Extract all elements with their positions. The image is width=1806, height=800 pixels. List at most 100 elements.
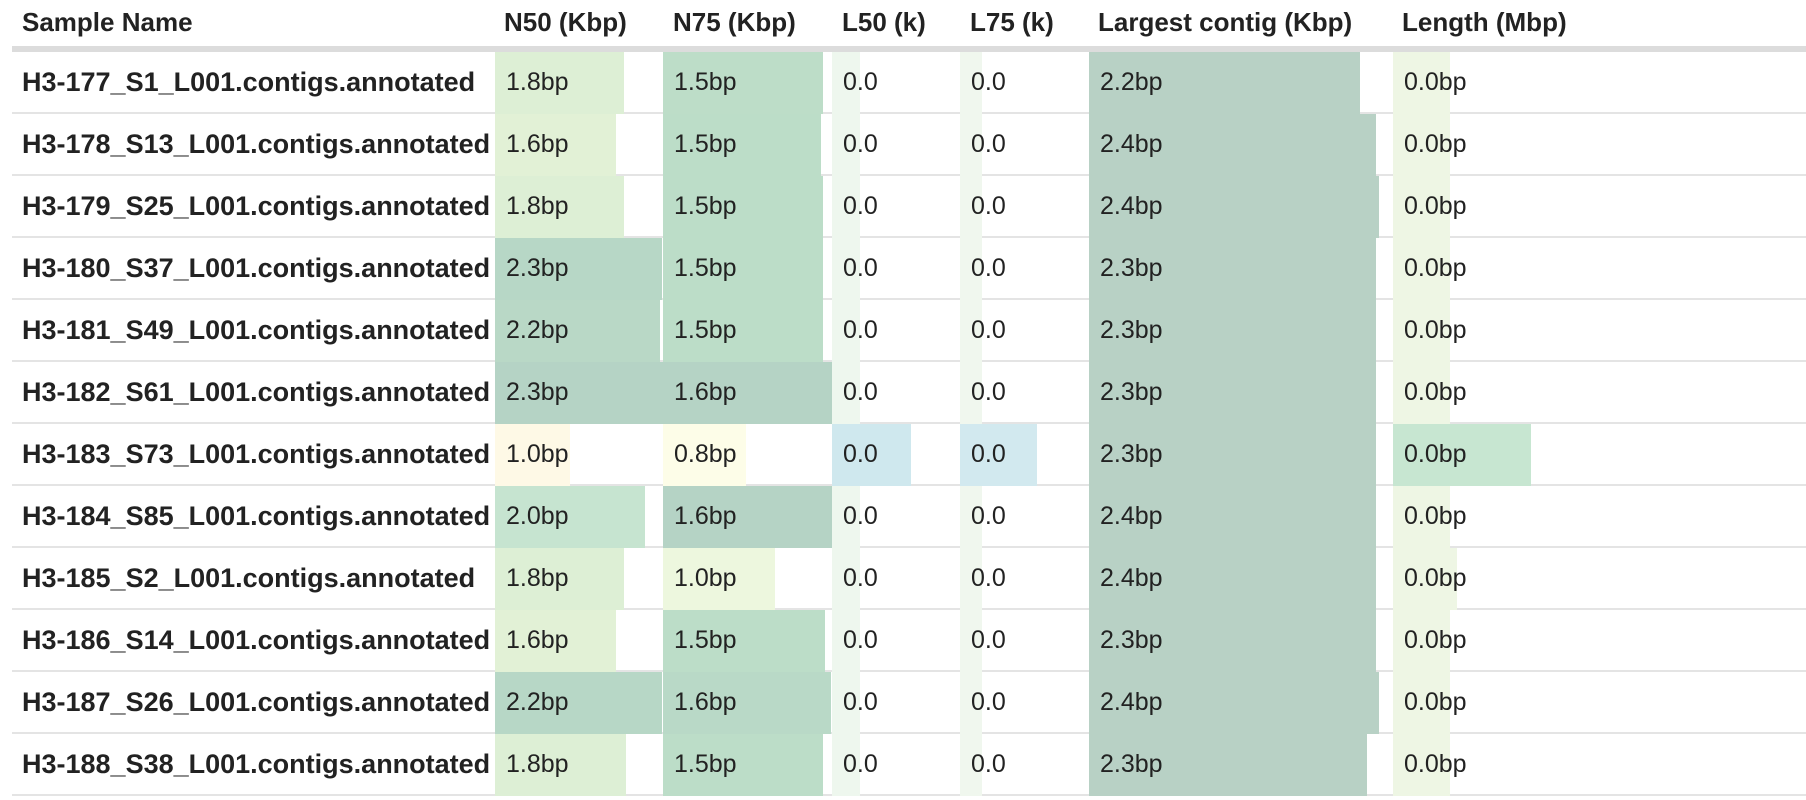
l75-value: 0.0 [971,378,1006,406]
n50-value-bar [495,672,662,734]
table-row: H3-186_S14_L001.contigs.annotated 1.6bp 1.… [12,610,1806,672]
l50-value-bar [832,486,860,548]
length-cell: 0.0bp [1393,176,1561,238]
n50-value: 1.8bp [506,750,569,778]
n75-value: 1.5bp [674,254,737,282]
header-n50[interactable]: N50 (Kbp) [504,7,627,37]
header-sample-name[interactable]: Sample Name [22,7,193,37]
largest-value-bar [1089,176,1379,238]
table-body: H3-177_S1_L001.contigs.annotated 1.8bp 1.5… [12,52,1806,796]
n50-cell: 1.6bp [495,114,665,176]
largest-value: 2.3bp [1100,316,1163,344]
n50-cell: 2.2bp [495,300,665,362]
sample-name-cell: H3-179_S25_L001.contigs.annotated [22,191,491,221]
l75-cell: 0.0 [960,300,1090,362]
l75-value: 0.0 [971,192,1006,220]
n75-value-bar [663,300,823,362]
n50-value: 2.3bp [506,378,569,406]
l75-value-bar [960,486,982,548]
l75-cell: 0.0 [960,362,1090,424]
length-value: 0.0bp [1404,750,1467,778]
l75-cell: 0.0 [960,672,1090,734]
n50-value-bar [495,734,626,796]
n50-value-bar [495,114,616,176]
table-header: Sample Name N50 (Kbp) N75 (Kbp) L50 (k) … [12,0,1806,52]
l75-cell: 0.0 [960,486,1090,548]
n75-cell: 1.6bp [663,486,833,548]
length-value: 0.0bp [1404,378,1467,406]
length-value-bar [1393,52,1450,114]
l75-value-bar [960,114,982,176]
l50-value-bar [832,238,860,300]
sample-name-cell: H3-185_S2_L001.contigs.annotated [22,563,476,593]
l75-cell: 0.0 [960,734,1090,796]
header-length[interactable]: Length (Mbp) [1402,7,1567,37]
n50-value-bar [495,424,570,486]
l75-value: 0.0 [971,502,1006,530]
largest-value: 2.4bp [1100,564,1163,592]
n50-value: 1.8bp [506,564,569,592]
table-row: H3-183_S73_L001.contigs.annotated 1.0bp 0.… [12,424,1806,486]
n75-value-bar [663,238,823,300]
length-value: 0.0bp [1404,192,1467,220]
sample-name-cell: H3-180_S37_L001.contigs.annotated [22,253,491,283]
length-cell: 0.0bp [1393,486,1561,548]
largest-value: 2.4bp [1100,688,1163,716]
largest-value: 2.2bp [1100,68,1163,96]
header-l75[interactable]: L75 (k) [970,7,1054,37]
largest-cell: 2.3bp [1089,300,1394,362]
l75-cell: 0.0 [960,610,1090,672]
n50-cell: 2.3bp [495,362,665,424]
length-value-bar [1393,486,1450,548]
n50-value: 2.0bp [506,502,569,530]
length-value-bar [1393,114,1450,176]
header-l50[interactable]: L50 (k) [842,7,926,37]
n75-cell: 1.5bp [663,734,833,796]
n75-value-bar [663,734,823,796]
table-row: H3-188_S38_L001.contigs.annotated 1.8bp 1.… [12,734,1806,796]
n75-value: 1.5bp [674,68,737,96]
l75-cell: 0.0 [960,238,1090,300]
n50-value: 1.6bp [506,626,569,654]
header-n75[interactable]: N75 (Kbp) [673,7,796,37]
l50-value: 0.0 [843,192,878,220]
largest-cell: 2.4bp [1089,176,1394,238]
sample-name-cell: H3-182_S61_L001.contigs.annotated [22,377,491,407]
n50-cell: 1.6bp [495,610,665,672]
table-row: H3-184_S85_L001.contigs.annotated 2.0bp 1.… [12,486,1806,548]
length-cell: 0.0bp [1393,114,1561,176]
sample-name-cell: H3-181_S49_L001.contigs.annotated [22,315,491,345]
l75-value: 0.0 [971,68,1006,96]
sample-name-cell: H3-178_S13_L001.contigs.annotated [22,129,491,159]
l50-value-bar [832,300,860,362]
n75-cell: 1.0bp [663,548,833,610]
n75-value-bar [663,114,821,176]
largest-value-bar [1089,300,1376,362]
largest-value-bar [1089,672,1379,734]
n75-value-bar [663,672,831,734]
n50-value: 2.3bp [506,254,569,282]
n50-value-bar [495,176,624,238]
sample-name-cell: H3-183_S73_L001.contigs.annotated [22,439,491,469]
largest-cell: 2.2bp [1089,52,1394,114]
table-row: H3-181_S49_L001.contigs.annotated 2.2bp 1.… [12,300,1806,362]
largest-value: 2.4bp [1100,502,1163,530]
length-value-bar [1393,424,1531,486]
n50-cell: 2.0bp [495,486,665,548]
n75-cell: 1.5bp [663,176,833,238]
sample-name-cell: H3-186_S14_L001.contigs.annotated [22,625,491,655]
length-value-bar [1393,238,1450,300]
length-cell: 0.0bp [1393,52,1561,114]
n50-value: 1.8bp [506,68,569,96]
n50-value: 1.8bp [506,192,569,220]
l50-value-bar [832,176,860,238]
l50-cell: 0.0 [832,424,914,486]
l50-cell: 0.0 [832,52,914,114]
header-largest-contig[interactable]: Largest contig (Kbp) [1098,7,1353,37]
n50-value-bar [495,610,616,672]
length-value-bar [1393,548,1457,610]
l50-value-bar [832,362,860,424]
length-cell: 0.0bp [1393,300,1561,362]
length-value: 0.0bp [1404,626,1467,654]
l50-value-bar [832,52,860,114]
